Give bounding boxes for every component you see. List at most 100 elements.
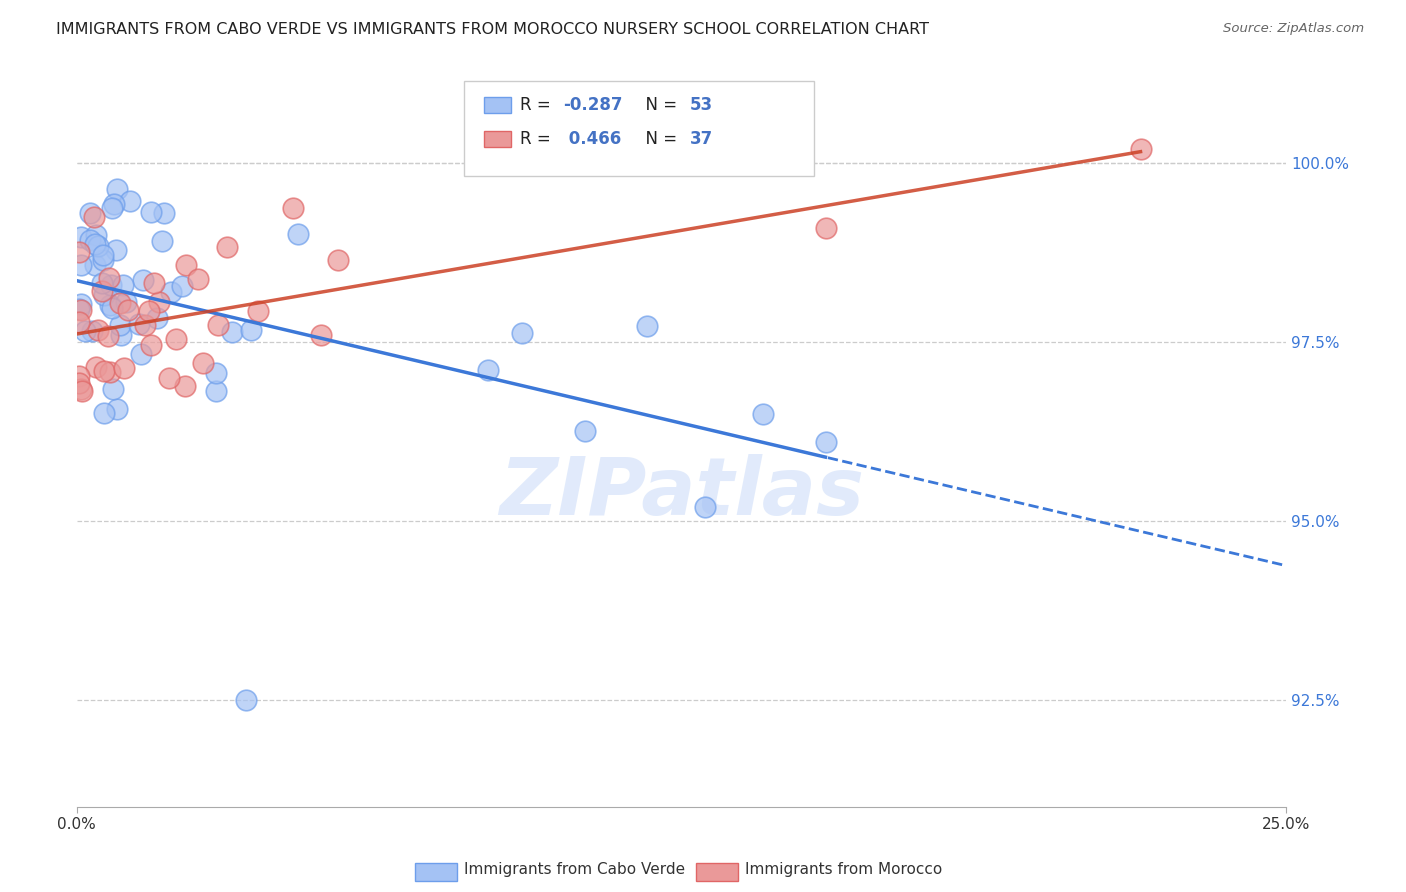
Point xyxy=(104,243,127,257)
Point xyxy=(91,284,114,298)
Point xyxy=(141,204,163,219)
Text: R =: R = xyxy=(520,130,557,148)
Point xyxy=(174,258,197,272)
Point xyxy=(235,692,257,706)
Point xyxy=(204,366,226,380)
Point xyxy=(215,240,238,254)
Text: 53: 53 xyxy=(690,96,713,114)
Point xyxy=(150,234,173,248)
Text: Immigrants from Cabo Verde: Immigrants from Cabo Verde xyxy=(464,863,685,877)
FancyBboxPatch shape xyxy=(484,131,510,147)
FancyBboxPatch shape xyxy=(464,81,814,176)
Point xyxy=(83,258,105,272)
Point xyxy=(87,239,110,253)
Text: 37: 37 xyxy=(690,130,713,148)
Point xyxy=(118,194,141,208)
Point xyxy=(143,276,166,290)
Text: Source: ZipAtlas.com: Source: ZipAtlas.com xyxy=(1223,22,1364,36)
Point xyxy=(105,401,128,416)
Point xyxy=(103,197,125,211)
Point xyxy=(138,304,160,318)
Point xyxy=(84,237,107,252)
Point xyxy=(205,384,228,398)
Point xyxy=(239,323,262,337)
Point xyxy=(128,317,150,331)
Point xyxy=(160,285,183,299)
Point xyxy=(187,271,209,285)
Point xyxy=(100,201,122,215)
Point xyxy=(101,301,124,315)
Point xyxy=(129,347,152,361)
Point xyxy=(110,327,132,342)
Point xyxy=(67,244,90,259)
Point xyxy=(108,318,131,332)
Point xyxy=(117,302,139,317)
Point xyxy=(815,434,838,449)
Point xyxy=(101,382,124,396)
Point xyxy=(148,295,170,310)
Point xyxy=(131,273,153,287)
Point xyxy=(87,323,110,337)
Point xyxy=(96,328,118,343)
Point xyxy=(93,406,115,420)
Point xyxy=(80,324,103,338)
Text: R =: R = xyxy=(520,96,557,114)
Text: -0.287: -0.287 xyxy=(562,96,623,114)
Point xyxy=(174,379,197,393)
Point xyxy=(281,202,304,216)
Text: N =: N = xyxy=(636,130,683,148)
Point xyxy=(79,233,101,247)
Point xyxy=(146,310,169,325)
Point xyxy=(221,325,243,339)
FancyBboxPatch shape xyxy=(484,97,510,113)
Point xyxy=(72,384,94,399)
Point xyxy=(100,365,122,379)
Point xyxy=(84,228,107,243)
Point xyxy=(510,326,533,341)
Point xyxy=(100,277,122,292)
Point xyxy=(159,371,181,385)
Point xyxy=(67,376,90,391)
Point xyxy=(326,253,349,268)
Point xyxy=(153,206,176,220)
Point xyxy=(98,298,121,312)
Point xyxy=(172,279,194,293)
Point xyxy=(574,424,596,438)
Point xyxy=(73,324,96,338)
Point xyxy=(79,206,101,220)
Point xyxy=(93,248,115,262)
Text: ZIPatlas: ZIPatlas xyxy=(499,454,863,533)
Text: IMMIGRANTS FROM CABO VERDE VS IMMIGRANTS FROM MOROCCO NURSERY SCHOOL CORRELATION: IMMIGRANTS FROM CABO VERDE VS IMMIGRANTS… xyxy=(56,22,929,37)
Point xyxy=(91,252,114,267)
Point xyxy=(752,407,775,421)
Point xyxy=(695,500,717,515)
Point xyxy=(287,227,309,241)
Point xyxy=(70,303,93,318)
Point xyxy=(115,295,138,310)
Point xyxy=(67,302,90,317)
Point xyxy=(90,276,112,290)
Point xyxy=(67,368,90,383)
Point xyxy=(477,363,499,377)
Point xyxy=(69,258,91,272)
Point xyxy=(70,230,93,244)
Point xyxy=(636,319,658,334)
Point xyxy=(191,356,214,370)
Text: Immigrants from Morocco: Immigrants from Morocco xyxy=(745,863,942,877)
Point xyxy=(112,360,135,375)
Point xyxy=(97,271,120,285)
Point xyxy=(246,303,269,318)
Point xyxy=(83,210,105,224)
Point xyxy=(70,382,93,396)
Point xyxy=(67,315,90,329)
Point xyxy=(110,296,132,310)
Point xyxy=(111,278,134,293)
Point xyxy=(165,332,187,346)
Point xyxy=(134,318,156,332)
Point xyxy=(311,327,333,342)
Point xyxy=(1129,142,1152,156)
Point xyxy=(105,182,128,196)
Point xyxy=(139,337,162,351)
Point xyxy=(93,363,115,377)
Point xyxy=(207,318,229,332)
